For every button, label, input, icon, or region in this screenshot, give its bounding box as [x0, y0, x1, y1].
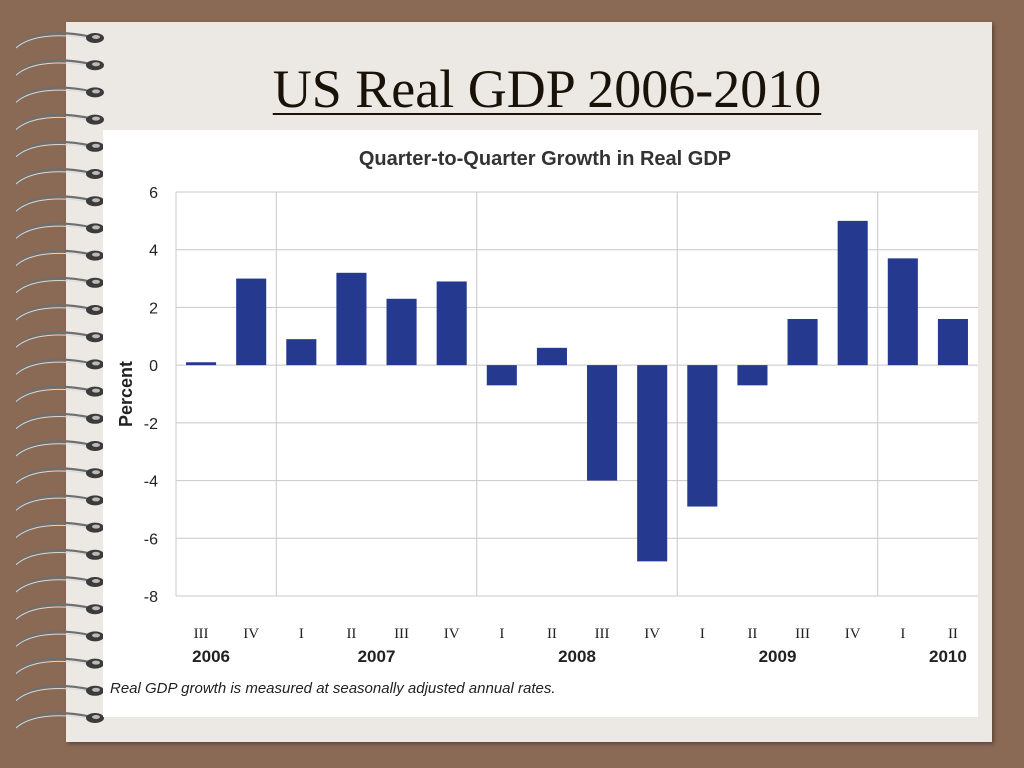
quarter-label: II: [747, 626, 757, 642]
binding-ring: [15, 576, 104, 593]
binding-ring: [15, 195, 104, 212]
binding-ring: [15, 603, 104, 620]
bar: [336, 272, 367, 366]
quarter-label: IV: [845, 626, 861, 642]
bar: [937, 318, 968, 366]
quarter-label: I: [900, 626, 905, 642]
binding-ring: [15, 521, 104, 539]
binding-ring: [15, 358, 104, 376]
binding-ring: [15, 412, 104, 430]
year-label: 2009: [759, 647, 797, 666]
binding-ring: [15, 385, 104, 403]
bar: [536, 347, 567, 366]
chart-panel: [103, 130, 978, 717]
binding-ring: [15, 684, 104, 702]
binding-ring: [15, 712, 104, 729]
binding-ring: [15, 440, 104, 457]
quarter-label: I: [299, 626, 304, 642]
quarter-label: III: [194, 626, 209, 642]
quarter-label: I: [499, 626, 504, 642]
binding-ring: [15, 32, 104, 49]
bar: [286, 339, 317, 366]
binding-ring: [15, 276, 104, 294]
year-label: 2006: [192, 647, 230, 666]
y-tick-label: 4: [149, 243, 158, 260]
bar: [787, 318, 818, 366]
bar: [486, 365, 517, 386]
chart-footnote: Real GDP growth is measured at seasonall…: [110, 680, 556, 697]
bar: [186, 362, 217, 366]
spiral-binding: [15, 32, 104, 729]
y-tick-label: 0: [149, 358, 158, 375]
binding-ring: [15, 630, 104, 648]
quarter-label: III: [595, 626, 610, 642]
quarter-label: II: [547, 626, 557, 642]
quarter-label: III: [394, 626, 409, 642]
year-label: 2010: [929, 647, 967, 666]
bar: [587, 365, 618, 481]
binding-ring: [15, 494, 104, 512]
binding-ring: [15, 86, 104, 104]
y-tick-label: 2: [149, 300, 158, 317]
binding-ring: [15, 113, 104, 131]
y-tick-label: -2: [144, 416, 158, 433]
binding-ring: [15, 548, 104, 566]
slide-title: US Real GDP 2006-2010: [272, 59, 822, 119]
quarter-label: II: [948, 626, 958, 642]
binding-ring: [15, 168, 104, 185]
bar: [737, 365, 768, 386]
quarter-label: II: [346, 626, 356, 642]
bar: [687, 365, 718, 507]
quarter-label: IV: [243, 626, 259, 642]
binding-ring: [15, 249, 104, 267]
binding-ring: [15, 657, 104, 675]
quarter-label: I: [700, 626, 705, 642]
y-tick-label: -8: [144, 589, 158, 606]
binding-ring: [15, 140, 104, 158]
quarter-label: IV: [644, 626, 660, 642]
bar: [637, 365, 668, 562]
quarter-label: IV: [444, 626, 460, 642]
year-label: 2007: [358, 647, 396, 666]
bar: [436, 281, 467, 366]
binding-ring: [15, 59, 104, 76]
bar: [386, 298, 417, 366]
binding-ring: [15, 331, 104, 348]
binding-ring: [15, 304, 104, 321]
y-tick-label: -6: [144, 531, 158, 548]
bar: [887, 258, 918, 366]
chart-title: Quarter-to-Quarter Growth in Real GDP: [358, 148, 732, 170]
binding-ring: [15, 467, 104, 484]
bar: [236, 278, 267, 366]
year-label: 2008: [558, 647, 596, 666]
quarter-label: III: [795, 626, 810, 642]
y-axis-label: Percent: [116, 361, 136, 427]
y-tick-label: -4: [144, 474, 158, 491]
bar: [837, 220, 868, 366]
binding-ring: [15, 222, 104, 240]
y-tick-label: 6: [149, 185, 158, 202]
